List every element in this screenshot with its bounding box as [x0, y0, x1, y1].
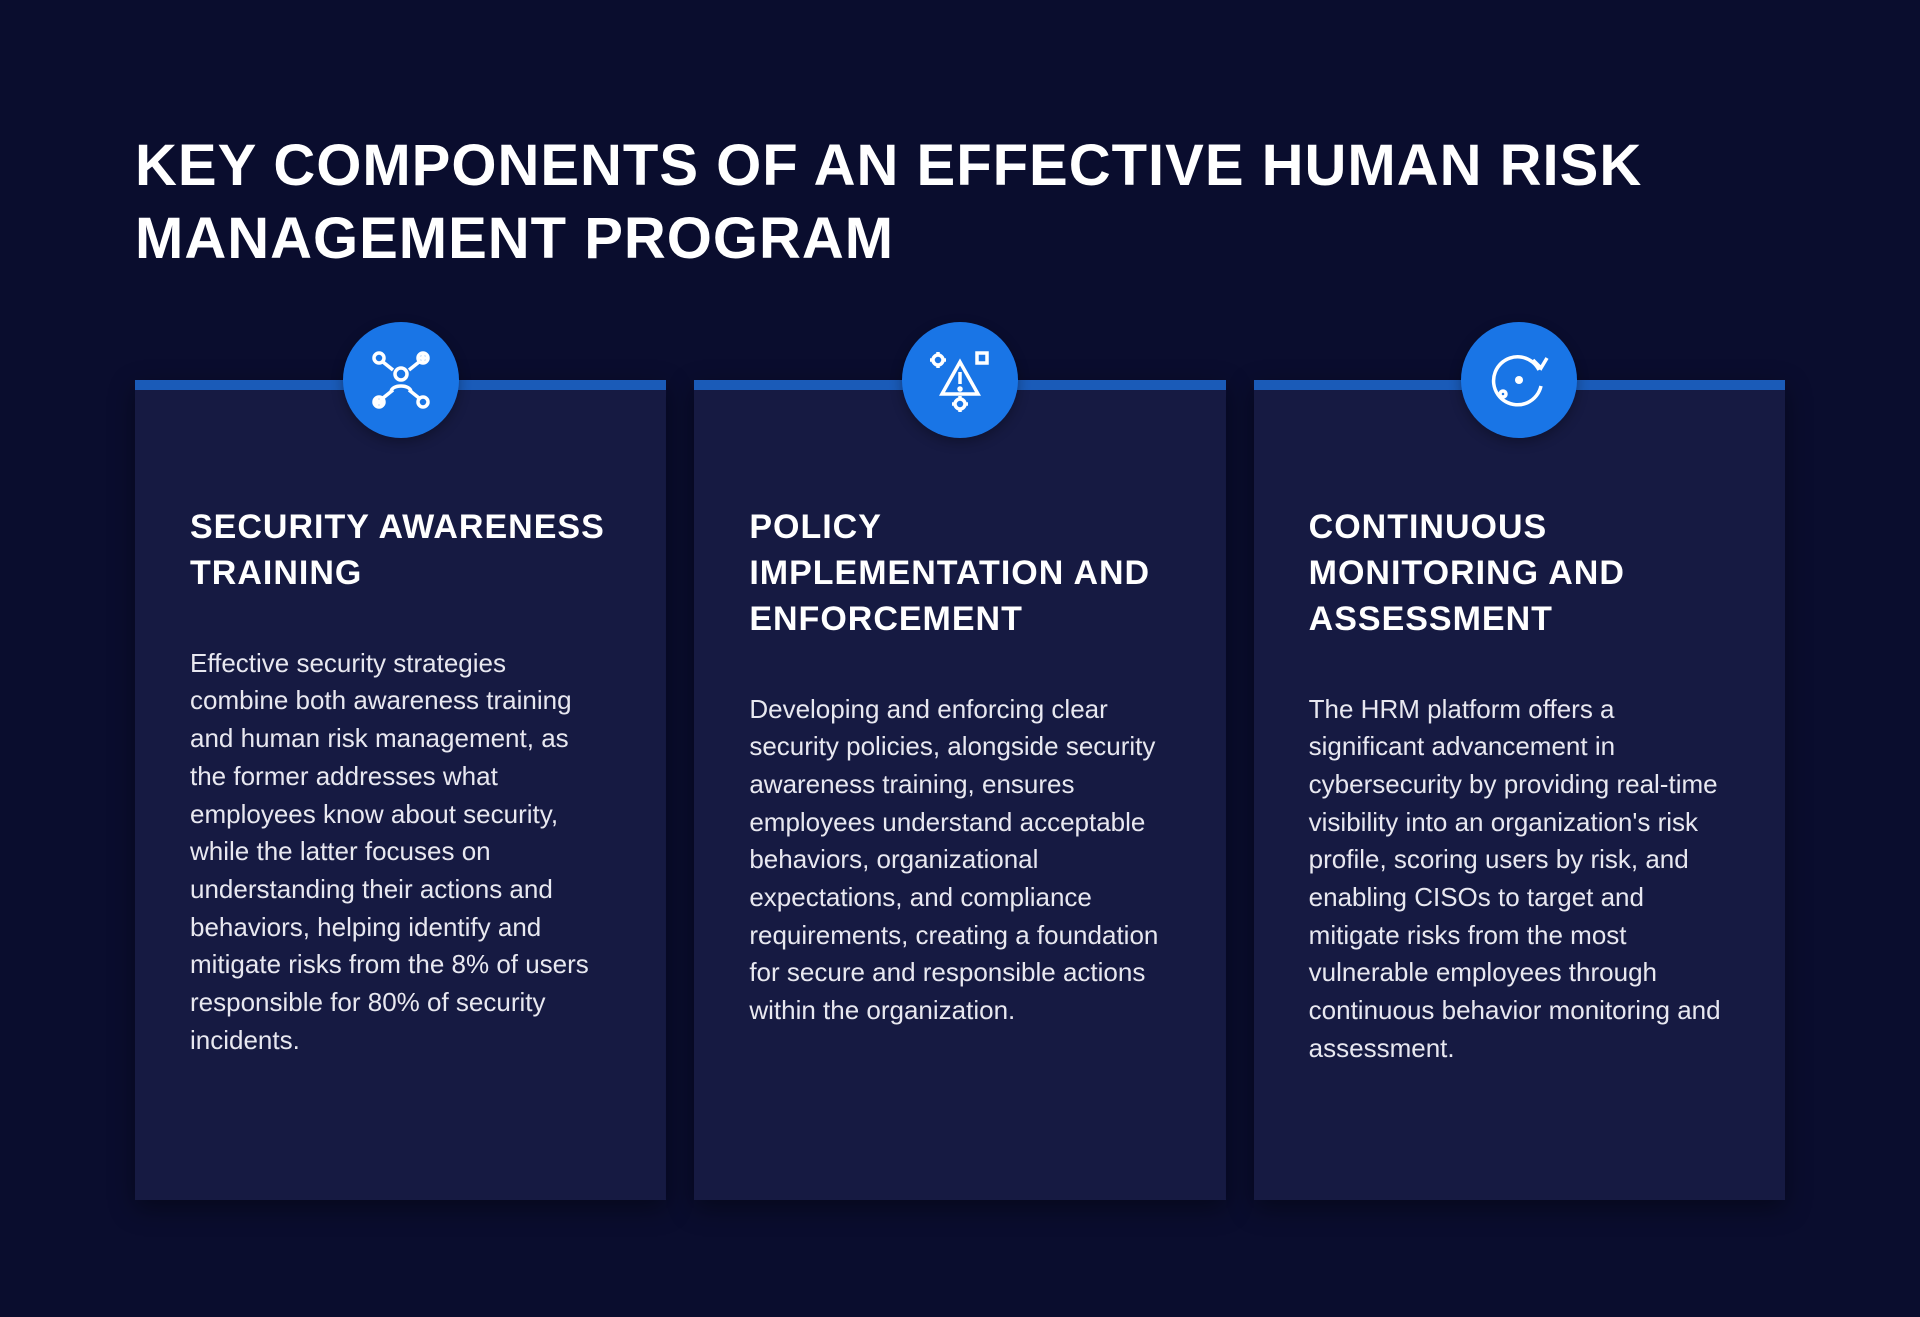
card-body: Developing and enforcing clear security …	[749, 691, 1170, 1030]
card-policy-implementation: POLICY IMPLEMENTATION AND ENFORCEMENT De…	[694, 380, 1225, 1200]
card-continuous-monitoring: CONTINUOUS MONITORING AND ASSESSMENT The…	[1254, 380, 1785, 1200]
card-body: Effective security strategies combine bo…	[190, 645, 611, 1060]
card-title: POLICY IMPLEMENTATION AND ENFORCEMENT	[749, 505, 1170, 643]
page-title: KEY COMPONENTS OF AN EFFECTIVE HUMAN RIS…	[135, 130, 1735, 275]
cards-container: SECURITY AWARENESS TRAINING Effective se…	[135, 380, 1785, 1200]
cycle-monitor-icon	[1461, 322, 1577, 438]
card-title: SECURITY AWARENESS TRAINING	[190, 505, 611, 597]
card-body: The HRM platform offers a significant ad…	[1309, 691, 1730, 1068]
network-person-icon	[343, 322, 459, 438]
card-security-awareness: SECURITY AWARENESS TRAINING Effective se…	[135, 380, 666, 1200]
card-title: CONTINUOUS MONITORING AND ASSESSMENT	[1309, 505, 1730, 643]
alert-gears-icon	[902, 322, 1018, 438]
